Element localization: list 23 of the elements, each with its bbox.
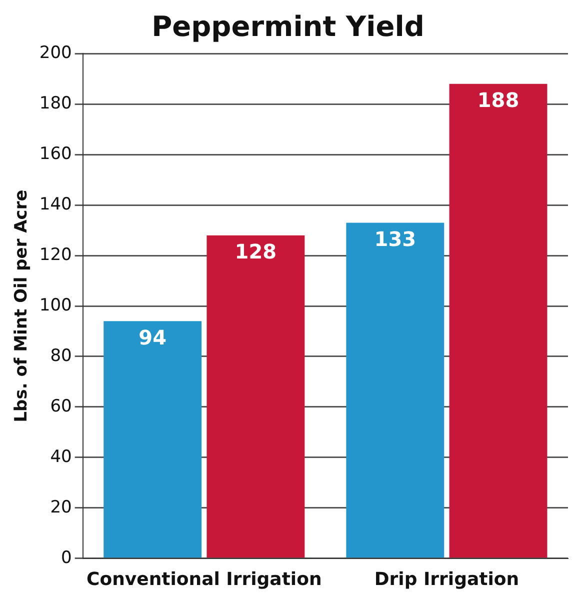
- y-tick-label: 100: [39, 295, 72, 316]
- y-tick-label: 20: [50, 497, 72, 518]
- data-label: 188: [477, 88, 520, 112]
- data-label: 128: [234, 240, 277, 264]
- y-tick-label: 180: [39, 94, 72, 114]
- chart-title: Peppermint Yield: [152, 10, 424, 44]
- bar: [346, 222, 444, 558]
- y-tick-label: 0: [61, 548, 72, 568]
- y-tick-label: 200: [39, 43, 72, 64]
- bar: [449, 84, 548, 558]
- bar: [104, 321, 202, 558]
- y-tick-label: 140: [39, 194, 72, 214]
- y-tick-label: 160: [39, 144, 72, 164]
- bar: [206, 235, 305, 558]
- y-tick-label: 40: [50, 446, 72, 467]
- data-label: 133: [374, 226, 416, 251]
- y-tick-label: 80: [50, 346, 72, 366]
- y-axis-title: Lbs. of Mint Oil per Acre: [12, 190, 32, 422]
- y-tick-label: 60: [50, 396, 72, 416]
- data-label: 94: [138, 325, 167, 350]
- x-tick-label: Conventional Irrigation: [86, 568, 322, 590]
- y-tick-label: 120: [39, 244, 72, 265]
- x-tick-label: Drip Irrigation: [374, 568, 520, 590]
